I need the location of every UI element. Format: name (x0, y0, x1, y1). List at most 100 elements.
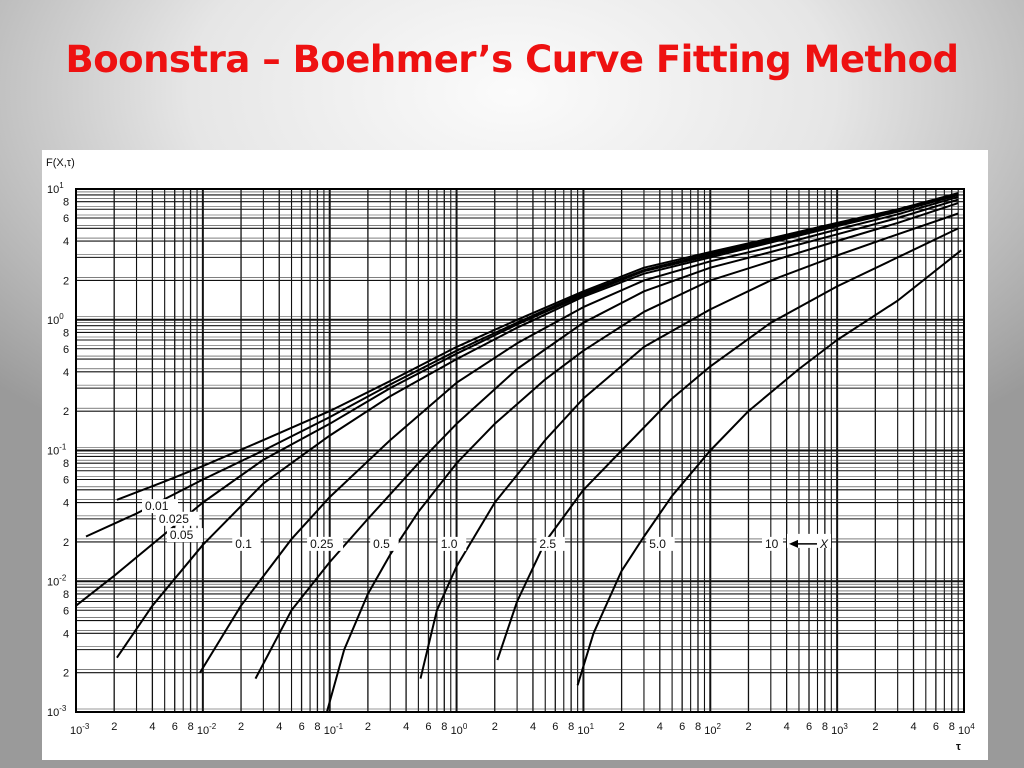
curve-label-bg (370, 536, 399, 551)
curve-label: 0.5 (373, 537, 390, 551)
y-tick-label: 2 (63, 275, 69, 287)
curve-label: 0.025 (159, 512, 189, 526)
x-tick-label: 6 (299, 721, 305, 733)
x-tick-label: 4 (149, 721, 155, 733)
x-tick-exponent: -1 (336, 722, 344, 731)
curve-x-0-1 (116, 194, 959, 659)
x-tick-label: 2 (111, 721, 117, 733)
y-tick-label: 10-2 (47, 573, 67, 588)
curve-labels: 0.010.025 0.05 0.1 0.25 0.5 1.0 2.5 5.0 10 X (142, 499, 832, 551)
curve-label: 10 (765, 537, 779, 551)
plot-frame (75, 188, 965, 713)
curve-label-bg (142, 499, 179, 514)
x-tick-exponent: 2 (717, 722, 722, 731)
curve-label-bg (762, 536, 784, 551)
curve-x-2-5 (419, 212, 959, 679)
x-tick-label: 103 (831, 722, 848, 737)
curve-x-0-5 (254, 198, 959, 680)
y-tick-label: 8 (63, 458, 69, 470)
curve-label: 0.25 (310, 537, 334, 551)
y-tick-label: 4 (63, 498, 69, 510)
x-tick-exponent: -3 (82, 722, 90, 731)
x-tick-label: 102 (704, 722, 721, 737)
x-tick-label: 6 (933, 721, 939, 733)
curve-label-bg (155, 511, 200, 526)
annotation-arrowhead (789, 539, 799, 548)
x-tick-label: 4 (403, 721, 409, 733)
y-tick-label: 8 (63, 327, 69, 339)
x-tick-exponent: 3 (843, 722, 848, 731)
chart-panel: F(X,τ) 101 8 6 4 2 100 8 6 4 2 10-1 8 6 4 2 10-2 8 6 4 2 10-3… (42, 150, 988, 760)
x-tick-label: 8 (441, 721, 447, 733)
curve-x-0-25 (199, 195, 959, 674)
y-tick-exponent: -1 (59, 443, 67, 452)
x-tick-label: 2 (365, 721, 371, 733)
x-tick-label: 100 (451, 722, 468, 737)
curve-label-bg (646, 536, 675, 551)
grid-lines (75, 188, 965, 713)
curve-label: 0.05 (170, 528, 194, 542)
x-tick-label: 8 (949, 721, 955, 733)
curve-label: 1.0 (441, 537, 458, 551)
x-tick-label: 8 (695, 721, 701, 733)
curve-x-1-0 (325, 202, 959, 713)
y-tick-label: 8 (63, 589, 69, 601)
x-tick-label: 8 (188, 721, 194, 733)
slide-title: Boonstra – Boehmer’s Curve Fitting Metho… (65, 38, 959, 81)
x-tick-exponent: 4 (970, 722, 975, 731)
y-tick-exponent: 0 (59, 312, 64, 321)
x-tick-exponent: 0 (463, 722, 468, 731)
x-tick-label: 10-3 (70, 722, 90, 737)
x-tick-label: 2 (745, 721, 751, 733)
chart-svg: F(X,τ)1018642100864210-1864210-2864210-3… (46, 157, 975, 753)
curve-x-10 (576, 249, 962, 686)
y-tick-label: 100 (47, 312, 64, 327)
x-tick-label: 2 (492, 721, 498, 733)
y-tick-label: 10-3 (47, 704, 67, 719)
x-tick-label: 4 (657, 721, 663, 733)
y-tick-label: 4 (63, 367, 69, 379)
x-tick-label: 6 (679, 721, 685, 733)
curve-x-0-01 (116, 192, 959, 501)
x-tick-exponent: -2 (209, 722, 217, 731)
x-tick-label: 8 (314, 721, 320, 733)
x-tick-label: 6 (806, 721, 812, 733)
annotation-label: X (819, 537, 829, 551)
y-tick-label: 101 (47, 181, 64, 196)
curve-label-bg (536, 536, 565, 551)
curve-series (75, 192, 962, 713)
axis-labels: F(X,τ)1018642100864210-1864210-2864210-3… (46, 157, 975, 753)
x-tick-exponent: 1 (590, 722, 595, 731)
x-tick-label: 101 (577, 722, 594, 737)
curve-label: 2.5 (539, 537, 556, 551)
x-axis-label: τ (956, 741, 961, 753)
x-tick-label: 2 (619, 721, 625, 733)
x-tick-label: 2 (238, 721, 244, 733)
y-tick-label: 10-1 (47, 443, 67, 458)
x-tick-label: 10-1 (324, 722, 344, 737)
x-tick-label: 4 (276, 721, 282, 733)
y-tick-label: 6 (63, 605, 69, 617)
curve-x-0-025 (85, 192, 959, 538)
curve-x-5-0 (496, 227, 959, 661)
y-tick-exponent: -2 (59, 573, 67, 582)
y-tick-label: 4 (63, 236, 69, 248)
y-tick-label: 8 (63, 197, 69, 209)
curve-label-bg (307, 536, 344, 551)
y-tick-label: 6 (63, 213, 69, 225)
y-tick-exponent: 1 (59, 181, 64, 190)
y-tick-label: 2 (63, 668, 69, 680)
curve-label-bg (437, 536, 467, 551)
x-tick-label: 4 (530, 721, 536, 733)
curve-label: 0.1 (235, 537, 252, 551)
x-tick-label: 4 (911, 721, 917, 733)
y-tick-label: 2 (63, 406, 69, 418)
y-tick-exponent: -3 (59, 704, 67, 713)
x-tick-label: 8 (822, 721, 828, 733)
x-tick-label: 8 (568, 721, 574, 733)
curve-label: 5.0 (649, 537, 666, 551)
curve-label-bg (232, 536, 261, 551)
curve-label: 0.01 (145, 499, 169, 513)
y-tick-label: 4 (63, 628, 69, 640)
y-tick-label: 6 (63, 344, 69, 356)
